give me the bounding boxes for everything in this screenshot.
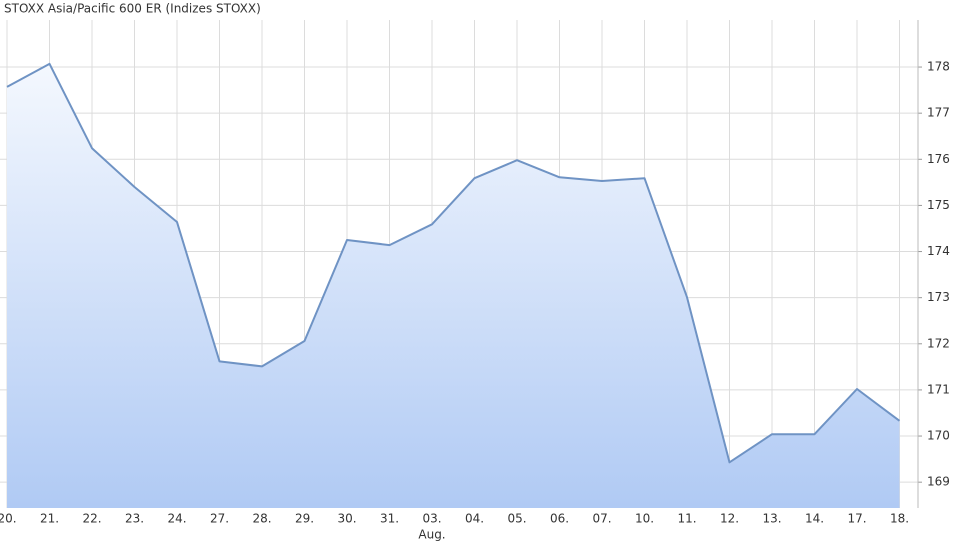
y-tick-label: 175 xyxy=(927,198,950,212)
x-tick-label: 29. xyxy=(295,512,314,526)
x-annotation: Aug. xyxy=(418,528,445,542)
x-tick-label: 31. xyxy=(380,512,399,526)
line xyxy=(6,62,901,464)
x-tick-label: 22. xyxy=(82,512,101,526)
x-tick-label: 12. xyxy=(720,512,739,526)
x-tick-label: 20. xyxy=(0,512,17,526)
x-tick-label: 24. xyxy=(167,512,186,526)
x-tick-label: 30. xyxy=(337,512,356,526)
x-tick-label: 05. xyxy=(507,512,526,526)
y-tick-label: 172 xyxy=(927,336,950,350)
x-tick-label: 18. xyxy=(890,512,909,526)
y-tick-label: 174 xyxy=(927,244,950,258)
y-tick-label: 171 xyxy=(927,382,950,396)
chart-title: STOXX Asia/Pacific 600 ER (Indizes STOXX… xyxy=(4,2,261,16)
x-tick-label: 06. xyxy=(550,512,569,526)
area-fill xyxy=(7,63,900,508)
x-tick-label: 14. xyxy=(805,512,824,526)
x-tick-label: 07. xyxy=(592,512,611,526)
y-tick-label: 169 xyxy=(927,475,950,489)
x-tick-label: 17. xyxy=(847,512,866,526)
x-tick-label: 03. xyxy=(422,512,441,526)
x-tick-label: 23. xyxy=(125,512,144,526)
x-tick-label: 11. xyxy=(677,512,696,526)
y-tick-label: 177 xyxy=(927,106,950,120)
y-tick-label: 176 xyxy=(927,152,950,166)
y-tick-label: 173 xyxy=(927,290,950,304)
x-tick-label: 28. xyxy=(252,512,271,526)
x-tick-label: 04. xyxy=(465,512,484,526)
y-tick-label: 178 xyxy=(927,60,950,74)
x-tick-label: 10. xyxy=(635,512,654,526)
y-tick-label: 170 xyxy=(927,429,950,443)
x-tick-label: 21. xyxy=(40,512,59,526)
x-tick-label: 27. xyxy=(210,512,229,526)
x-tick-label: 13. xyxy=(762,512,781,526)
